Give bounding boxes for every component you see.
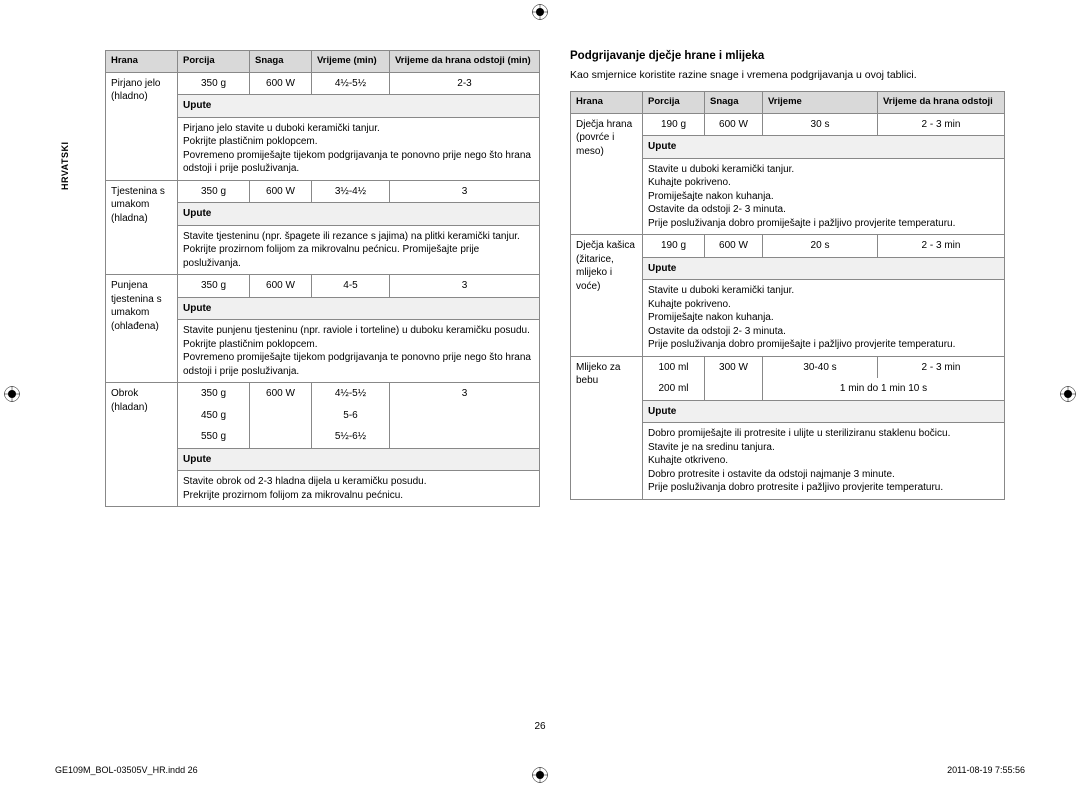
page: HRVATSKI Hrana Porcija Snaga Vrijeme (mi… — [0, 0, 1080, 787]
th-portion: Porcija — [643, 91, 705, 113]
left-column: Hrana Porcija Snaga Vrijeme (min) Vrijem… — [105, 50, 540, 507]
cell-portion: 550 g — [178, 426, 250, 448]
cell-food: Dječja kašica (žitarice, mlijeko i voće) — [571, 235, 643, 357]
th-stand: Vrijeme da hrana odstoji (min) — [390, 51, 540, 73]
th-time: Vrijeme — [763, 91, 878, 113]
table-row: Dječja hrana (povrće i meso) 190 g 600 W… — [571, 113, 1005, 136]
cell-stand: 2 - 3 min — [878, 356, 1005, 378]
upute-text: Stavite tjesteninu (npr. špagete ili rez… — [178, 225, 540, 275]
cell-power: 600 W — [250, 72, 312, 95]
cell-power: 600 W — [250, 180, 312, 203]
upute-label: Upute — [643, 400, 1005, 423]
cell-stand: 3 — [390, 383, 540, 405]
cell-food: Punjena tjestenina s umakom (ohlađena) — [106, 275, 178, 383]
cell-portion: 100 ml — [643, 356, 705, 378]
th-power: Snaga — [705, 91, 763, 113]
section-title: Podgrijavanje dječje hrane i mlijeka — [570, 50, 1005, 62]
content-columns: Hrana Porcija Snaga Vrijeme (min) Vrijem… — [105, 50, 1030, 507]
cell-portion: 190 g — [643, 235, 705, 258]
language-label: HRVATSKI — [60, 141, 70, 190]
upute-label: Upute — [178, 203, 540, 226]
cell-power: 600 W — [250, 275, 312, 298]
table-row: Obrok (hladan) 350 g 600 W 4½-5½ 3 — [106, 383, 540, 405]
cell-time: 20 s — [763, 235, 878, 258]
cell-time: 30-40 s — [763, 356, 878, 378]
table-row: Tjestenina s umakom (hladna) 350 g 600 W… — [106, 180, 540, 203]
cell-power: 600 W — [705, 235, 763, 258]
cell-stand — [390, 426, 540, 448]
upute-label: Upute — [178, 297, 540, 320]
table-row: Pirjano jelo (hladno) 350 g 600 W 4½-5½ … — [106, 72, 540, 95]
cell-portion: 450 g — [178, 405, 250, 427]
th-food: Hrana — [106, 51, 178, 73]
footer-timestamp: 2011-08-19 7:55:56 — [947, 765, 1025, 775]
cell-time: 3½-4½ — [312, 180, 390, 203]
cell-power: 600 W — [250, 383, 312, 405]
cell-food: Mlijeko za bebu — [571, 356, 643, 499]
upute-text: Pirjano jelo stavite u duboki keramički … — [178, 117, 540, 180]
cell-food: Tjestenina s umakom (hladna) — [106, 180, 178, 275]
page-number: 26 — [0, 721, 1080, 732]
cell-stand — [390, 405, 540, 427]
cell-stand: 3 — [390, 275, 540, 298]
table-header-row: Hrana Porcija Snaga Vrijeme (min) Vrijem… — [106, 51, 540, 73]
cell-portion: 350 g — [178, 275, 250, 298]
cell-stand: 2-3 — [390, 72, 540, 95]
footer-filename: GE109M_BOL-03505V_HR.indd 26 — [55, 765, 198, 775]
cell-power: 600 W — [705, 113, 763, 136]
table-row: Dječja kašica (žitarice, mlijeko i voće)… — [571, 235, 1005, 258]
cell-food: Obrok (hladan) — [106, 383, 178, 507]
upute-text: Stavite punjenu tjesteninu (npr. raviole… — [178, 320, 540, 383]
upute-text: Stavite u duboki keramički tanjur. Kuhaj… — [643, 158, 1005, 235]
upute-text: Stavite u duboki keramički tanjur. Kuhaj… — [643, 280, 1005, 357]
table-row: Mlijeko za bebu 100 ml 300 W 30-40 s 2 -… — [571, 356, 1005, 378]
cell-time: 30 s — [763, 113, 878, 136]
section-desc: Kao smjernice koristite razine snage i v… — [570, 68, 1005, 83]
reg-mark-right — [1060, 386, 1076, 402]
cell-power — [705, 378, 763, 400]
upute-label: Upute — [643, 257, 1005, 280]
reg-mark-top — [532, 4, 548, 20]
th-power: Snaga — [250, 51, 312, 73]
cell-stand: 2 - 3 min — [878, 113, 1005, 136]
cell-power: 300 W — [705, 356, 763, 378]
cell-stand: 2 - 3 min — [878, 235, 1005, 258]
cell-time: 5½-6½ — [312, 426, 390, 448]
cell-portion: 190 g — [643, 113, 705, 136]
cell-food: Pirjano jelo (hladno) — [106, 72, 178, 180]
th-portion: Porcija — [178, 51, 250, 73]
th-stand: Vrijeme da hrana odstoji — [878, 91, 1005, 113]
upute-label: Upute — [178, 95, 540, 118]
cell-time: 1 min do 1 min 10 s — [763, 378, 1005, 400]
right-table: Hrana Porcija Snaga Vrijeme Vrijeme da h… — [570, 91, 1005, 500]
cell-portion: 350 g — [178, 180, 250, 203]
cell-time: 5-6 — [312, 405, 390, 427]
reg-mark-left — [4, 386, 20, 402]
cell-time: 4½-5½ — [312, 72, 390, 95]
upute-label: Upute — [178, 448, 540, 471]
cell-power — [250, 405, 312, 427]
cell-time: 4-5 — [312, 275, 390, 298]
upute-label: Upute — [643, 136, 1005, 159]
cell-portion: 200 ml — [643, 378, 705, 400]
cell-stand: 3 — [390, 180, 540, 203]
right-column: Podgrijavanje dječje hrane i mlijeka Kao… — [570, 50, 1005, 507]
cell-food: Dječja hrana (povrće i meso) — [571, 113, 643, 235]
cell-power — [250, 426, 312, 448]
left-table: Hrana Porcija Snaga Vrijeme (min) Vrijem… — [105, 50, 540, 507]
reg-mark-bottom — [532, 767, 548, 783]
cell-portion: 350 g — [178, 383, 250, 405]
th-food: Hrana — [571, 91, 643, 113]
table-row: Punjena tjestenina s umakom (ohlađena) 3… — [106, 275, 540, 298]
cell-time: 4½-5½ — [312, 383, 390, 405]
upute-text: Dobro promiješajte ili protresite i ulij… — [643, 423, 1005, 500]
th-time: Vrijeme (min) — [312, 51, 390, 73]
table-header-row: Hrana Porcija Snaga Vrijeme Vrijeme da h… — [571, 91, 1005, 113]
cell-portion: 350 g — [178, 72, 250, 95]
upute-text: Stavite obrok od 2-3 hladna dijela u ker… — [178, 471, 540, 507]
